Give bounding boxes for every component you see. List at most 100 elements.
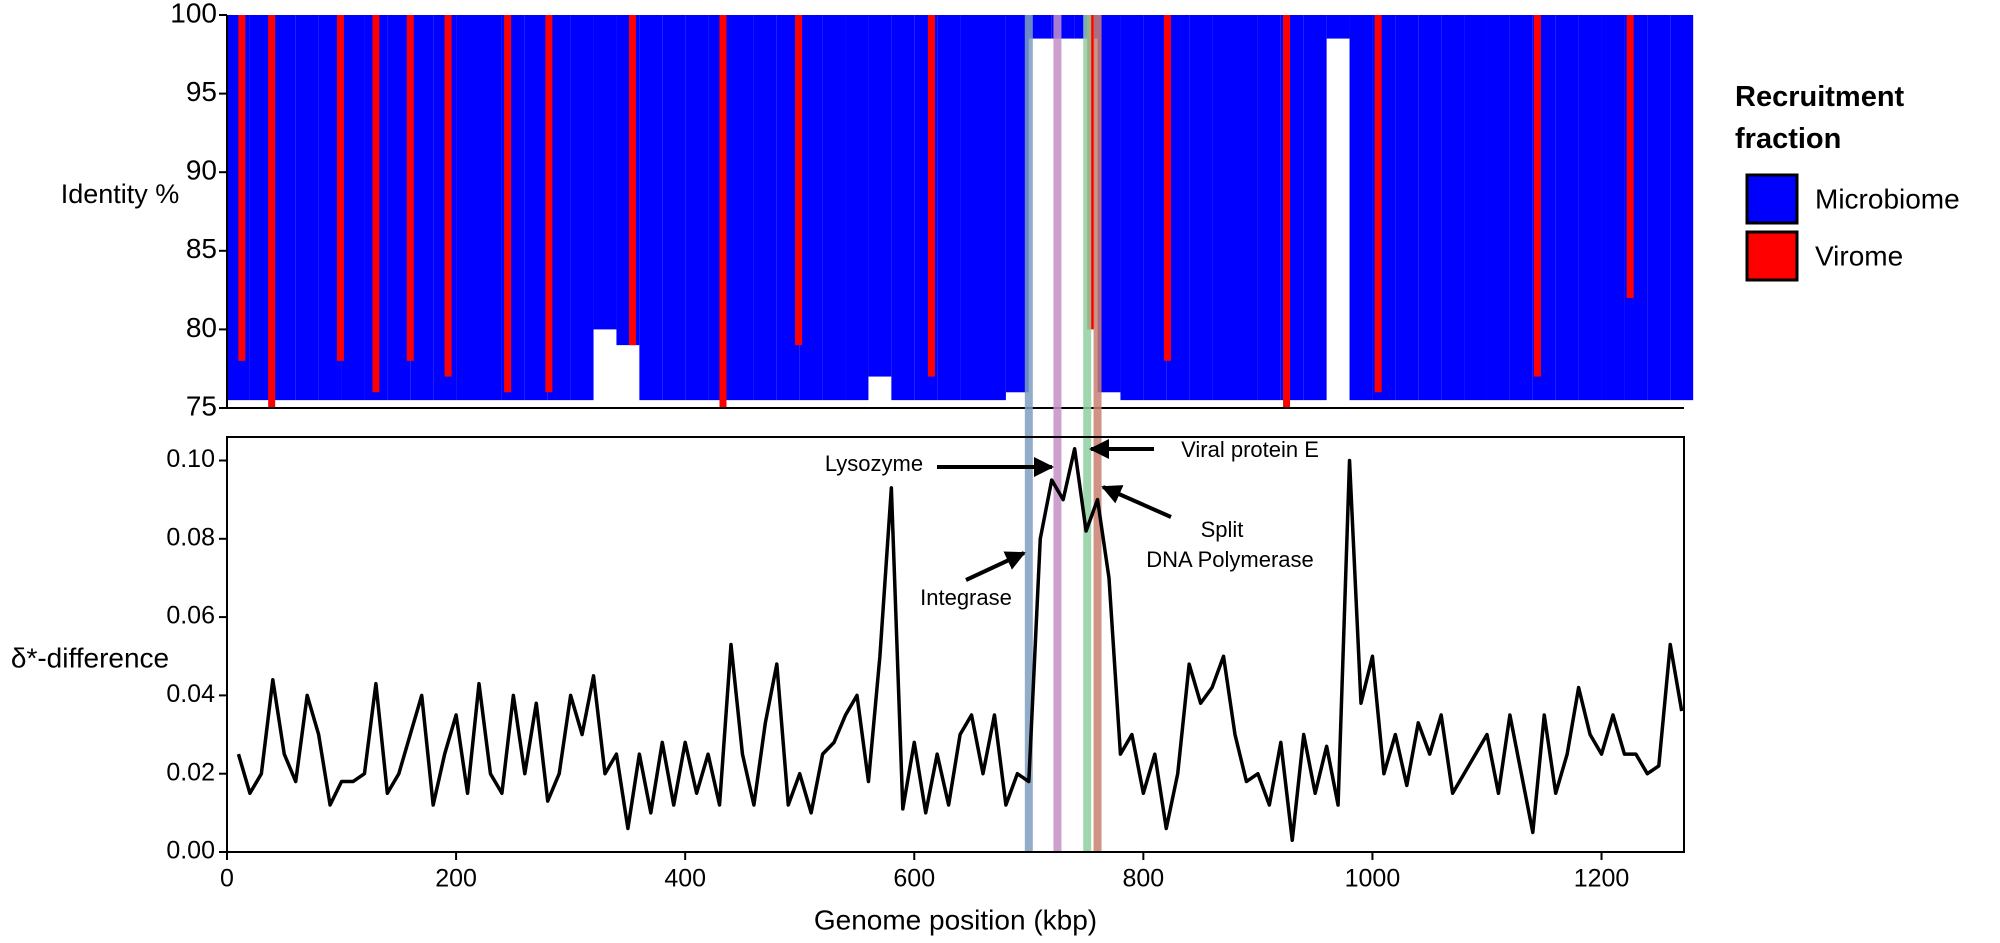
- virome-stripe: [504, 15, 512, 393]
- virome-stripe: [444, 15, 452, 377]
- legend-label: Microbiome: [1815, 183, 1960, 214]
- coverage-bar: [960, 15, 983, 401]
- legend-swatch: [1745, 173, 1799, 225]
- x-axis-label: Genome position (kbp): [814, 904, 1097, 935]
- coverage-bar: [1395, 15, 1419, 401]
- coverage-bar: [1189, 15, 1213, 401]
- coverage-bar: [318, 15, 342, 401]
- x-tick-label: 600: [893, 865, 935, 893]
- annotation: Lysozyme: [825, 451, 923, 476]
- virome-stripe: [1283, 15, 1291, 408]
- coverage-bar: [1166, 15, 1190, 401]
- legend-label: Virome: [1815, 240, 1903, 271]
- legend-title: Recruitment fraction: [1735, 81, 1905, 155]
- virome-stripe: [336, 15, 344, 361]
- x-tick-label: 200: [435, 865, 477, 893]
- virome-stripe: [795, 15, 803, 346]
- coverage-bar: [1097, 15, 1121, 393]
- coverage-bar: [1486, 15, 1510, 401]
- annotation-arrow: [1101, 485, 1172, 519]
- x-tick-label: 400: [664, 865, 706, 893]
- virome-stripe: [1626, 15, 1634, 298]
- coverage-bar: [1578, 15, 1602, 401]
- coverage-bar: [1555, 15, 1579, 401]
- coverage-bar: [1441, 15, 1465, 401]
- coverage-bar: [1120, 15, 1144, 401]
- y-axis-label: Identity %: [60, 179, 180, 209]
- virome-stripe: [1163, 15, 1171, 361]
- coverage-bar: [891, 15, 915, 401]
- y-tick-label: 0.08: [166, 523, 215, 551]
- coverage-bar: [1418, 15, 1442, 401]
- coverage-bar: [1005, 15, 1029, 393]
- coverage-bar: [1464, 15, 1487, 401]
- coverage-bar: [478, 15, 502, 401]
- gene-highlight: [1083, 15, 1092, 852]
- coverage-bar: [639, 15, 663, 401]
- virome-stripe: [406, 15, 414, 361]
- coverage-bar: [799, 15, 823, 401]
- coverage-bar: [1303, 15, 1327, 401]
- coverage-bar: [387, 15, 411, 401]
- coverage-bar: [1234, 15, 1258, 401]
- coverage-bar: [570, 15, 594, 401]
- coverage-bar: [1028, 15, 1052, 39]
- x-tick-label: 800: [1122, 865, 1164, 893]
- y-tick-label: 0.10: [166, 445, 215, 473]
- virome-stripe: [719, 15, 727, 408]
- x-tick-label: 1200: [1574, 865, 1630, 893]
- gene-highlight: [1053, 15, 1062, 852]
- virome-stripe: [238, 15, 246, 361]
- y-tick-label: 75: [186, 390, 217, 421]
- coverage-bar: [1326, 15, 1350, 39]
- annotation: Viral protein E: [1181, 437, 1319, 462]
- coverage-bar: [868, 15, 892, 377]
- coverage-bar: [341, 15, 365, 401]
- coverage-bar: [547, 15, 571, 401]
- coverage-bar: [295, 15, 319, 401]
- y-tick-label: 100: [170, 0, 217, 28]
- virome-stripe: [545, 15, 553, 393]
- y-tick-label: 0.00: [166, 837, 215, 865]
- coverage-bar: [1601, 15, 1625, 401]
- coverage-bar: [1349, 15, 1373, 401]
- coverage-bar: [1670, 15, 1694, 401]
- delta-line: [236, 446, 1684, 843]
- virome-stripe: [268, 15, 276, 408]
- coverage-bar: [1647, 15, 1671, 401]
- y-tick-label: 0.04: [166, 680, 215, 708]
- coverage-bar: [937, 15, 961, 401]
- coverage-bar: [753, 15, 777, 401]
- coverage-bar: [524, 15, 548, 401]
- gene-highlight: [1024, 15, 1033, 852]
- virome-stripe: [372, 15, 380, 393]
- coverage-bar: [1143, 15, 1167, 401]
- x-tick-label: 0: [220, 865, 234, 893]
- x-tick-label: 1000: [1345, 865, 1401, 893]
- coverage-bar: [1509, 15, 1533, 401]
- plot-frame: [226, 436, 1685, 853]
- coverage-bar: [272, 15, 296, 401]
- y-tick-label: 85: [186, 233, 217, 264]
- coverage-bar: [845, 15, 869, 401]
- legend-swatch: [1745, 230, 1799, 282]
- y-tick-label: 80: [186, 312, 217, 343]
- annotation: DNA Polymerase: [1146, 547, 1314, 572]
- coverage-bar: [982, 15, 1006, 401]
- coverage-bar: [456, 15, 479, 401]
- annotation-arrow: [965, 551, 1026, 582]
- annotation: Integrase: [920, 585, 1012, 610]
- virome-stripe: [628, 15, 636, 346]
- y-tick-label: 0.06: [166, 602, 215, 630]
- coverage-bar: [685, 15, 709, 401]
- y-axis-label: δ*-difference: [11, 642, 169, 673]
- virome-stripe: [1533, 15, 1541, 377]
- coverage-bar: [249, 15, 273, 401]
- coverage-bar: [730, 15, 754, 401]
- coverage-bar: [822, 15, 846, 401]
- coverage-bar: [410, 15, 434, 401]
- coverage-bar: [662, 15, 686, 401]
- coverage-bar: [776, 15, 800, 401]
